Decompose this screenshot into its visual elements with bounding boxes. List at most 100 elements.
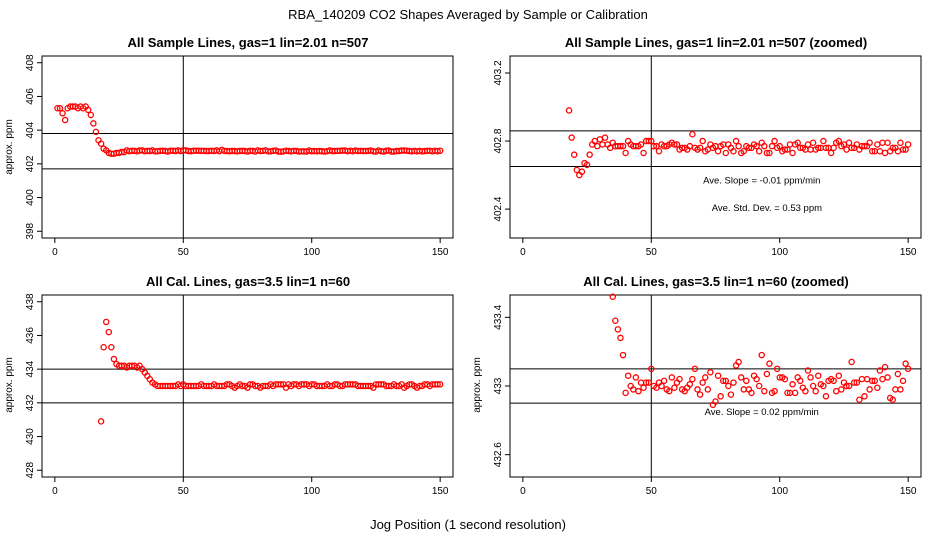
data-point <box>730 379 737 386</box>
x-tick-label: 50 <box>178 247 190 258</box>
data-point <box>586 151 593 158</box>
data-point <box>789 381 796 388</box>
data-point <box>694 386 701 393</box>
data-point <box>894 370 902 378</box>
data-point <box>861 142 868 150</box>
data-point <box>699 379 706 386</box>
data-point <box>658 382 665 390</box>
data-point <box>622 389 629 397</box>
panel-title: All Sample Lines, gas=1 lin=2.01 n=507 (… <box>565 35 867 50</box>
x-tick-label: 0 <box>520 247 526 258</box>
y-axis-label: approx. ppm <box>4 119 15 175</box>
data-point <box>676 375 683 383</box>
data-point <box>868 148 876 155</box>
data-point <box>763 149 771 157</box>
data-point <box>766 149 773 157</box>
data-point <box>573 166 581 174</box>
data-point <box>696 144 704 152</box>
data-point <box>56 104 64 112</box>
panel-sample-full: All Sample Lines, gas=1 lin=2.01 n=507 a… <box>4 35 454 258</box>
data-point <box>434 381 441 388</box>
data-point <box>617 334 624 342</box>
data-point <box>761 387 768 395</box>
data-point <box>599 141 606 148</box>
data-point <box>735 358 742 366</box>
data-point <box>635 387 642 395</box>
data-point <box>90 120 97 127</box>
x-tick-label: 50 <box>178 486 190 497</box>
data-point <box>712 398 719 405</box>
y-tick-label: 400 <box>25 189 36 206</box>
data-point <box>768 142 776 150</box>
data-point <box>648 365 655 373</box>
data-point <box>59 110 66 117</box>
data-point <box>879 139 886 146</box>
data-point <box>434 147 441 155</box>
data-point <box>858 375 866 383</box>
x-tick-label: 100 <box>771 486 788 497</box>
data-point <box>640 384 647 391</box>
data-point <box>568 134 575 141</box>
panel-cal-full: All Cal. Lines, gas=3.5 lin=1 n=60 appro… <box>4 274 454 497</box>
data-point <box>832 387 840 395</box>
data-point <box>889 144 896 152</box>
data-point <box>848 144 855 152</box>
data-point <box>807 146 814 153</box>
data-point <box>594 142 601 150</box>
data-point <box>717 393 724 400</box>
data-point <box>830 377 837 385</box>
x-tick-label: 0 <box>520 486 526 497</box>
data-point <box>771 137 778 145</box>
x-tick-label: 50 <box>646 486 658 497</box>
x-tick-label: 100 <box>303 247 320 258</box>
data-point <box>809 139 817 146</box>
x-tick-label: 0 <box>52 247 58 258</box>
data-point <box>87 111 95 119</box>
data-point <box>97 418 105 425</box>
data-point <box>707 369 714 376</box>
data-point <box>725 382 732 390</box>
y-tick-label: 428 <box>25 461 36 478</box>
plot-frame <box>509 294 922 478</box>
data-point <box>863 375 871 383</box>
data-point <box>812 387 819 395</box>
data-point <box>861 393 868 400</box>
data-point <box>54 104 61 112</box>
data-point <box>892 386 899 393</box>
x-tick-label: 150 <box>900 247 917 258</box>
panel-cal-zoomed: All Cal. Lines, gas=3.5 lin=1 n=60 (zoom… <box>472 274 922 497</box>
data-point <box>874 141 881 148</box>
y-tick-label: 402 <box>25 155 36 172</box>
data-point <box>642 379 650 386</box>
data-point <box>609 293 617 300</box>
data-point <box>884 139 891 146</box>
y-tick-label: 436 <box>25 327 36 344</box>
data-point <box>835 137 843 145</box>
plot-frame <box>509 55 922 239</box>
y-tick-label: 402.8 <box>493 128 504 153</box>
chart-marks: 0 50 100 150 402.4 402.8 403.2 Ave. Slope = -0.… <box>493 56 921 258</box>
data-point <box>624 372 632 379</box>
data-point <box>84 106 92 114</box>
data-point <box>714 148 722 155</box>
y-tick-label: 432 <box>25 394 36 411</box>
data-point <box>730 148 737 155</box>
data-point <box>904 141 912 148</box>
data-point <box>727 391 735 398</box>
data-point <box>666 387 673 395</box>
data-point <box>850 379 858 386</box>
data-point <box>105 328 113 336</box>
data-point <box>773 365 781 373</box>
y-tick-label: 404 <box>25 121 36 138</box>
data-point <box>781 146 789 153</box>
data-point <box>868 377 876 385</box>
data-point <box>876 367 884 374</box>
data-point <box>897 139 904 146</box>
data-point <box>696 391 704 398</box>
data-point <box>61 116 69 124</box>
figure-suptitle: RBA_140209 CO2 Shapes Averaged by Sample… <box>288 7 648 22</box>
data-point <box>845 139 853 146</box>
data-point <box>632 374 640 381</box>
data-point <box>668 374 676 381</box>
data-point <box>645 137 652 145</box>
